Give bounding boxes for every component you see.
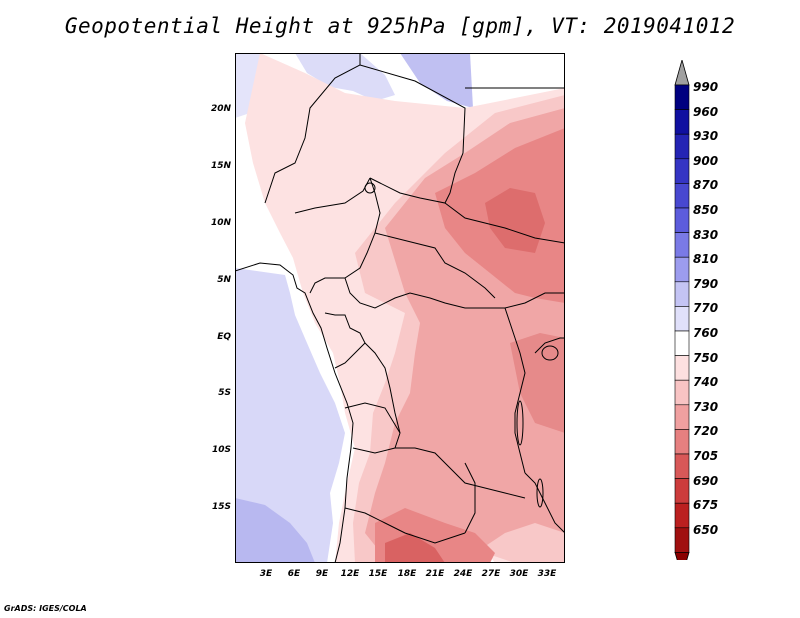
lon-label-27e: 27E: [476, 569, 506, 579]
map-title: Geopotential Height at 925hPa [gpm], VT:…: [0, 14, 800, 38]
colorbar-label: 675: [693, 498, 718, 512]
colorbar-box: [675, 159, 689, 184]
colorbar-box: [675, 528, 689, 553]
colorbar-label: 690: [693, 474, 718, 488]
colorbar: [672, 60, 692, 560]
colorbar-label: 810: [693, 252, 718, 266]
colorbar-box: [675, 503, 689, 528]
lat-label-10n: 10N: [191, 218, 231, 228]
colorbar-box: [675, 405, 689, 430]
lon-label-12e: 12E: [335, 569, 365, 579]
lon-label-24e: 24E: [448, 569, 478, 579]
colorbar-box: [675, 85, 689, 110]
colorbar-label: 760: [693, 326, 718, 340]
lat-label-15s: 15S: [191, 502, 231, 512]
colorbar-label: 850: [693, 203, 718, 217]
colorbar-label: 720: [693, 424, 718, 438]
colorbar-bottom-arrow: [675, 552, 689, 560]
colorbar-box: [675, 479, 689, 504]
grads-credit: GrADS: IGES/COLA: [4, 604, 87, 613]
colorbar-label: 990: [693, 80, 718, 94]
lon-label-3e: 3E: [251, 569, 281, 579]
lat-label-5n: 5N: [191, 275, 231, 285]
colorbar-box: [675, 257, 689, 282]
colorbar-label: 870: [693, 178, 718, 192]
colorbar-box: [675, 183, 689, 208]
colorbar-box: [675, 134, 689, 159]
colorbar-label: 705: [693, 449, 718, 463]
geopotential-height-map: [235, 53, 565, 563]
lat-label-10s: 10S: [191, 445, 231, 455]
colorbar-box: [675, 331, 689, 356]
lon-label-21e: 21E: [420, 569, 450, 579]
colorbar-label: 770: [693, 301, 718, 315]
colorbar-label: 730: [693, 400, 718, 414]
colorbar-box: [675, 282, 689, 307]
colorbar-label: 960: [693, 105, 718, 119]
colorbar-box: [675, 306, 689, 331]
colorbar-label: 650: [693, 523, 718, 537]
colorbar-box: [675, 429, 689, 454]
colorbar-box: [675, 356, 689, 381]
colorbar-label: 830: [693, 228, 718, 242]
colorbar-label: 930: [693, 129, 718, 143]
colorbar-box: [675, 208, 689, 233]
lon-label-33e: 33E: [532, 569, 562, 579]
lon-label-6e: 6E: [279, 569, 309, 579]
lon-label-30e: 30E: [504, 569, 534, 579]
lat-label-20n: 20N: [191, 104, 231, 114]
colorbar-box: [675, 233, 689, 258]
colorbar-label: 740: [693, 375, 718, 389]
colorbar-box: [675, 454, 689, 479]
colorbar-label: 750: [693, 351, 718, 365]
colorbar-label: 790: [693, 277, 718, 291]
lat-label-15n: 15N: [191, 161, 231, 171]
lon-label-15e: 15E: [363, 569, 393, 579]
colorbar-box: [675, 110, 689, 135]
colorbar-label: 900: [693, 154, 718, 168]
colorbar-top-arrow: [675, 60, 689, 85]
lat-label-5s: 5S: [191, 388, 231, 398]
lon-label-18e: 18E: [392, 569, 422, 579]
lon-label-9e: 9E: [307, 569, 337, 579]
lat-label-eq: EQ: [191, 332, 231, 342]
colorbar-boxes: [675, 60, 689, 560]
colorbar-box: [675, 380, 689, 405]
